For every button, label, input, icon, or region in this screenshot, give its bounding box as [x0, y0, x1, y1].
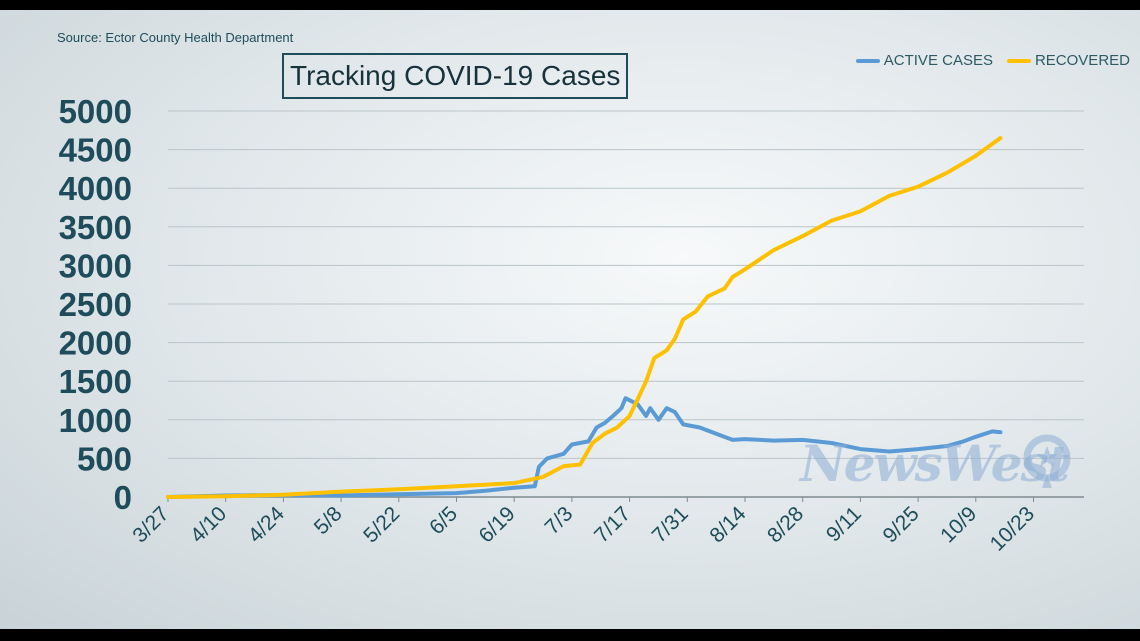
y-tick-label: 2500 — [59, 286, 132, 323]
x-tick-label: 8/28 — [763, 502, 808, 547]
active-cases-line — [166, 396, 1003, 499]
x-tick-label: 6/19 — [475, 502, 520, 547]
x-tick-label: 7/17 — [590, 502, 635, 547]
x-tick-label: 3/27 — [128, 502, 173, 547]
x-tick-label: 6/5 — [425, 502, 462, 539]
legend-swatch-recovered — [1006, 58, 1031, 63]
gridlines — [168, 110, 1084, 498]
y-tick-label: 0 — [114, 479, 132, 516]
x-tick-label: 5/8 — [310, 502, 347, 539]
series-lines — [166, 136, 1003, 499]
recovered-line — [166, 136, 1003, 499]
y-tick-label: 1000 — [59, 402, 132, 439]
x-tick-label: 7/3 — [541, 502, 578, 539]
x-tick-label: 9/25 — [878, 502, 923, 547]
chart-title: Tracking COVID-19 Cases — [282, 53, 629, 99]
legend: ACTIVE CASES RECOVERED — [855, 52, 1130, 69]
x-tick-label: 8/14 — [705, 502, 750, 547]
x-tick-label: 7/31 — [648, 502, 693, 547]
legend-swatch-active — [855, 58, 880, 63]
newswest-logo-badge-icon — [1023, 434, 1071, 488]
y-tick-label: 3000 — [59, 247, 132, 284]
x-tick-label: 10/9 — [936, 502, 981, 547]
x-tick-label: 9/11 — [822, 502, 866, 546]
y-tick-label: 4500 — [59, 132, 132, 169]
legend-label-active: ACTIVE CASES — [883, 52, 993, 69]
source-note: Source: Ector County Health Department — [57, 30, 294, 45]
y-tick-label: 3500 — [59, 209, 132, 246]
x-tick-labels: 3/27 4/10 4/24 5/8 5/22 6/5 6/19 7/3 7/17 7/31 8/1… — [128, 497, 1039, 556]
chart-frame: 0 500 1000 1500 2000 2500 3000 3500 4000 4500 5000… — [0, 10, 1140, 629]
y-tick-label: 4000 — [59, 170, 132, 207]
chart-svg: 0500100015002000250030003500400045005000… — [59, 93, 1084, 556]
y-tick-label: 2000 — [59, 325, 132, 362]
y-tick-label: 1500 — [59, 363, 132, 400]
y-tick-label: 5000 — [59, 93, 132, 130]
x-tick-label: 4/10 — [186, 502, 231, 547]
y-tick-label: 500 — [77, 440, 132, 477]
legend-item-active: ACTIVE CASES — [855, 52, 993, 69]
x-tick-label: 5/22 — [359, 502, 404, 547]
x-tick-label: 4/24 — [244, 502, 289, 547]
x-tick-label: 10/23 — [986, 502, 1039, 555]
legend-item-recovered: RECOVERED — [1006, 52, 1130, 69]
legend-label-recovered: RECOVERED — [1034, 52, 1130, 69]
